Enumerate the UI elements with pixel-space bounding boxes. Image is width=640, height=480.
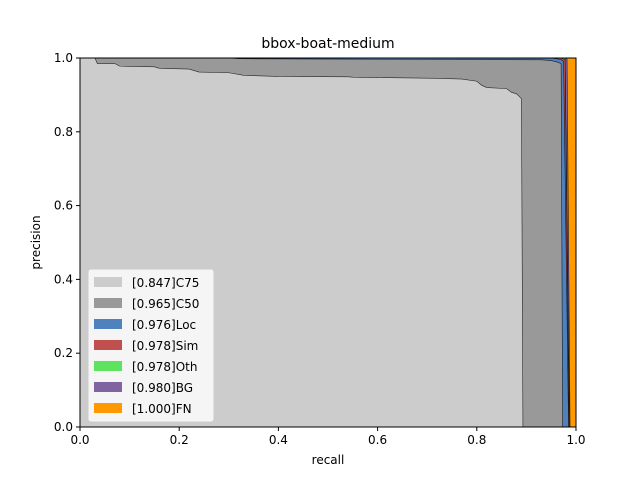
x-tick-label: 1.0 — [566, 433, 585, 447]
y-tick-label: 0.0 — [54, 420, 73, 434]
plot-frame — [79, 57, 577, 428]
y-axis-label: precision — [29, 215, 43, 269]
legend-label: [0.965]C50 — [132, 297, 199, 311]
x-tick-label: 0.8 — [467, 433, 486, 447]
y-tick-label: 0.8 — [54, 125, 73, 139]
legend-swatch — [94, 277, 122, 287]
x-tick-label: 0.2 — [170, 433, 189, 447]
x-tick-label: 0.4 — [269, 433, 288, 447]
x-tick-label: 0.6 — [368, 433, 387, 447]
legend-label: [0.980]BG — [132, 381, 193, 395]
legend-label: [0.978]Sim — [132, 339, 198, 353]
x-axis: 0.0 0.2 0.4 0.6 0.8 1.0 — [70, 427, 586, 447]
legend-label: [0.847]C75 — [132, 276, 199, 290]
legend: [0.847]C75 [0.965]C50 [0.976]Loc [0.978]Sim… — [87, 268, 215, 423]
chart-title: bbox-boat-medium — [261, 36, 394, 52]
legend-swatch — [94, 340, 122, 350]
y-tick-label: 0.6 — [54, 199, 73, 213]
y-tick-label: 1.0 — [54, 51, 73, 65]
legend-swatch — [94, 361, 122, 371]
x-tick-label: 0.0 — [70, 433, 89, 447]
x-axis-label: recall — [312, 453, 345, 467]
legend-swatch — [94, 382, 122, 392]
legend-swatch — [94, 298, 122, 308]
y-tick-label: 0.4 — [54, 272, 73, 286]
y-tick-label: 0.2 — [54, 346, 73, 360]
y-axis: 0.0 0.2 0.4 0.6 0.8 1.0 — [54, 51, 80, 434]
legend-swatch — [94, 403, 122, 413]
legend-label: [1.000]FN — [132, 402, 192, 416]
legend-label: [0.978]Oth — [132, 360, 197, 374]
legend-swatch — [94, 319, 122, 329]
legend-label: [0.976]Loc — [132, 318, 196, 332]
